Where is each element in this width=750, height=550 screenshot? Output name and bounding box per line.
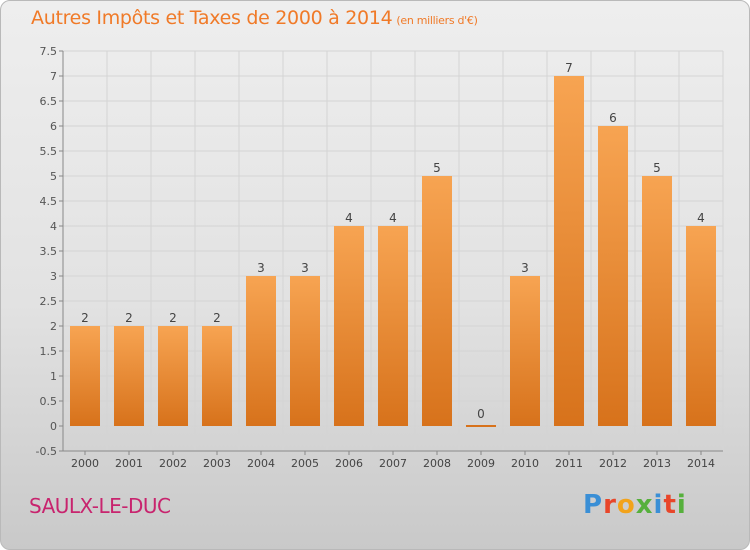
chart-title: Autres Impôts et Taxes de 2000 à 2014 (en…: [31, 7, 478, 29]
data-label: 2: [169, 311, 177, 325]
bar-2010: [510, 276, 540, 426]
y-tick-label: 4.5: [40, 195, 58, 208]
x-tick-label: 2014: [687, 457, 715, 470]
data-label: 5: [653, 161, 661, 175]
data-label: 6: [609, 111, 617, 125]
data-label: 5: [433, 161, 441, 175]
y-tick-label: 7.5: [40, 45, 58, 58]
logo-letter: i: [676, 490, 687, 520]
bar-2003: [202, 326, 232, 426]
y-tick-label: 2: [50, 320, 57, 333]
x-tick-label: 2011: [555, 457, 583, 470]
chart-title-text: Autres Impôts et Taxes de 2000 à 2014: [31, 7, 393, 29]
y-tick-label: 1.5: [40, 345, 58, 358]
bar-2011: [554, 76, 584, 426]
data-label: 3: [521, 261, 529, 275]
data-label: 4: [697, 211, 705, 225]
y-tick-label: 6: [50, 120, 57, 133]
bars: [70, 76, 716, 427]
y-tick-label: 3.5: [40, 245, 58, 258]
data-label: 3: [257, 261, 265, 275]
bar-2006: [334, 226, 364, 426]
data-label: 2: [81, 311, 89, 325]
y-tick-label: -0.5: [36, 445, 57, 458]
chart-subtitle: (en milliers d'€): [396, 14, 478, 27]
proxiti-logo: Proxiti: [583, 490, 687, 520]
bar-2000: [70, 326, 100, 426]
y-tick-label: 7: [50, 70, 57, 83]
data-label: 3: [301, 261, 309, 275]
x-tick-label: 2004: [247, 457, 275, 470]
bar-2005: [290, 276, 320, 426]
bar-2012: [598, 126, 628, 426]
data-label: 0: [477, 407, 485, 421]
x-tick-label: 2008: [423, 457, 451, 470]
y-tick-label: 2.5: [40, 295, 58, 308]
x-tick-label: 2012: [599, 457, 627, 470]
labels: 2 2 2 2 3 3 4 4 5 0 3 7 6 5 4: [81, 61, 705, 421]
y-tick-label: 3: [50, 270, 57, 283]
x-tick-label: 2009: [467, 457, 495, 470]
x-tick-label: 2000: [71, 457, 99, 470]
y-tick-label: 5: [50, 170, 57, 183]
x-tick-label: 2002: [159, 457, 187, 470]
data-label: 2: [125, 311, 133, 325]
bar-2002: [158, 326, 188, 426]
bar-2009: [466, 425, 496, 427]
logo-letter: P: [583, 490, 604, 520]
x-tick-label: 2013: [643, 457, 671, 470]
logo-letter: i: [653, 490, 664, 520]
data-label: 4: [345, 211, 353, 225]
bar-2007: [378, 226, 408, 426]
bar-2004: [246, 276, 276, 426]
data-label: 7: [565, 61, 573, 75]
y-tick-label: 0: [50, 420, 57, 433]
y-tick-label: 4: [50, 220, 57, 233]
x-tick-label: 2003: [203, 457, 231, 470]
x-tick-label: 2005: [291, 457, 319, 470]
bar-2008: [422, 176, 452, 426]
x-tick-label: 2001: [115, 457, 143, 470]
logo-letter: r: [603, 490, 617, 520]
x-tick-label: 2006: [335, 457, 363, 470]
bar-2001: [114, 326, 144, 426]
bar-2013: [642, 176, 672, 426]
y-tick-label: 6.5: [40, 95, 58, 108]
x-tick-label: 2007: [379, 457, 407, 470]
y-tick-label: 1: [50, 370, 57, 383]
y-tick-label: 0.5: [40, 395, 58, 408]
logo-letter: o: [616, 490, 636, 520]
x-tick-label: 2010: [511, 457, 539, 470]
commune-name: SAULX-LE-DUC: [29, 494, 171, 518]
data-label: 4: [389, 211, 397, 225]
bar-2014: [686, 226, 716, 426]
axes: -0.5 0 0.5 1 1.5 2 2.5 3 3.5 4 4.5 5 5.5 6 6.5 7 7.5 2000…: [36, 45, 723, 470]
logo-letter: x: [635, 490, 654, 520]
y-tick-label: 5.5: [40, 145, 58, 158]
logo-letter: t: [663, 490, 677, 520]
data-label: 2: [213, 311, 221, 325]
